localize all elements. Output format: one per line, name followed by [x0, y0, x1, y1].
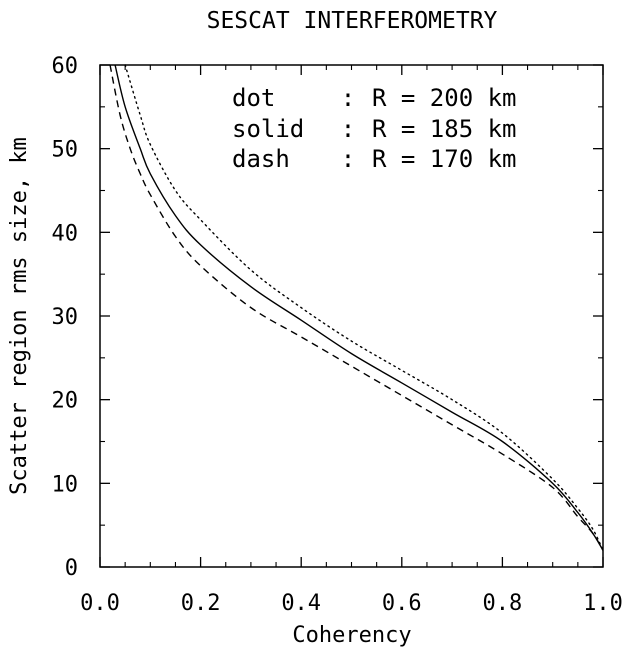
legend: dot: R = 200 km solid: R = 185 km dash: R = 1… [232, 84, 517, 173]
y-tick-label: 60 [52, 54, 79, 79]
axis-ticks: 0.0 0.2 0.4 0.6 0.8 1.0 0 10 20 30 40 50 60 [52, 54, 623, 616]
legend-colon: : [341, 145, 355, 173]
legend-label-solid: R = 185 km [372, 115, 517, 143]
y-tick-label: 30 [52, 305, 79, 330]
legend-colon: : [341, 84, 355, 112]
y-tick-label: 0 [65, 556, 78, 581]
x-axis-label: Coherency [292, 623, 411, 648]
series-line-dotted [124, 64, 604, 551]
legend-label-dash: R = 170 km [372, 145, 517, 173]
legend-key-solid: solid [232, 115, 304, 143]
x-tick-label: 0.0 [80, 591, 120, 616]
y-tick-label: 40 [52, 221, 79, 246]
y-tick-label: 50 [52, 138, 79, 163]
y-tick-label: 20 [52, 389, 79, 414]
series-line-dashed [109, 64, 604, 551]
y-axis-label: Scatter region rms size, km [7, 137, 32, 495]
chart-title: SESCAT INTERFEROMETRY [207, 8, 498, 34]
x-tick-label: 0.8 [483, 591, 523, 616]
legend-key-dash: dash [232, 145, 290, 173]
legend-colon: : [341, 115, 355, 143]
x-tick-label: 1.0 [583, 591, 623, 616]
series-layer [109, 64, 604, 551]
x-tick-label: 0.2 [181, 591, 221, 616]
series-line-solid [114, 64, 604, 551]
legend-key-dot: dot [232, 84, 275, 112]
x-tick-label: 0.4 [281, 591, 321, 616]
y-tick-label: 10 [52, 472, 79, 497]
x-tick-label: 0.6 [382, 591, 422, 616]
legend-label-dot: R = 200 km [372, 84, 517, 112]
